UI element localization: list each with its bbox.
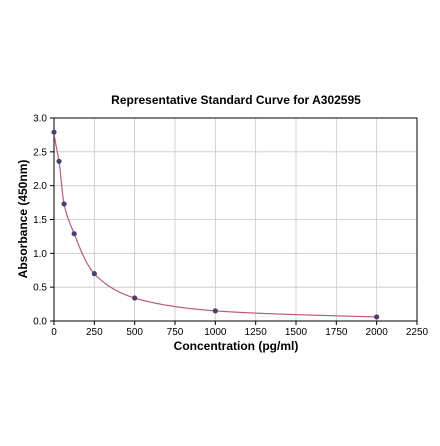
y-tick-label: 1.5: [33, 215, 47, 226]
y-axis-ticks: 0.0 0.5 1.0 1.5 2.0 2.5 3.0: [33, 114, 54, 328]
data-points: [51, 129, 380, 320]
data-point: [56, 158, 62, 164]
x-tick-label: 500: [126, 327, 143, 338]
y-tick-label: 1.0: [33, 249, 47, 260]
x-axis-label: Concentration (pg/ml): [174, 339, 299, 353]
data-point: [71, 231, 77, 237]
x-tick-label: 1250: [245, 327, 268, 338]
data-point: [374, 314, 380, 320]
y-tick-label: 3.0: [33, 114, 47, 125]
y-tick-label: 0.5: [33, 283, 47, 294]
x-tick-label: 2000: [366, 327, 389, 338]
chart-title: Representative Standard Curve for A30259…: [111, 93, 361, 107]
data-point: [61, 201, 67, 207]
x-tick-label: 0: [51, 327, 57, 338]
x-tick-label: 1750: [325, 327, 348, 338]
x-tick-label: 750: [167, 327, 184, 338]
y-tick-label: 0.0: [33, 317, 47, 328]
x-axis-ticks: 0 250 500 750 1000 1250 1500 1750 2000 2250: [51, 321, 429, 338]
grid-lines: [53, 117, 418, 322]
x-tick-label: 1000: [204, 327, 227, 338]
y-tick-label: 2.5: [33, 147, 47, 158]
y-tick-label: 2.0: [33, 181, 47, 192]
x-tick-label: 250: [86, 327, 103, 338]
data-point: [132, 295, 138, 301]
data-point: [91, 271, 97, 277]
data-point: [212, 308, 218, 314]
x-tick-label: 1500: [285, 327, 308, 338]
x-tick-label: 2250: [406, 327, 429, 338]
data-point: [51, 129, 57, 135]
y-axis-label: Absorbance (450nm): [16, 160, 30, 279]
